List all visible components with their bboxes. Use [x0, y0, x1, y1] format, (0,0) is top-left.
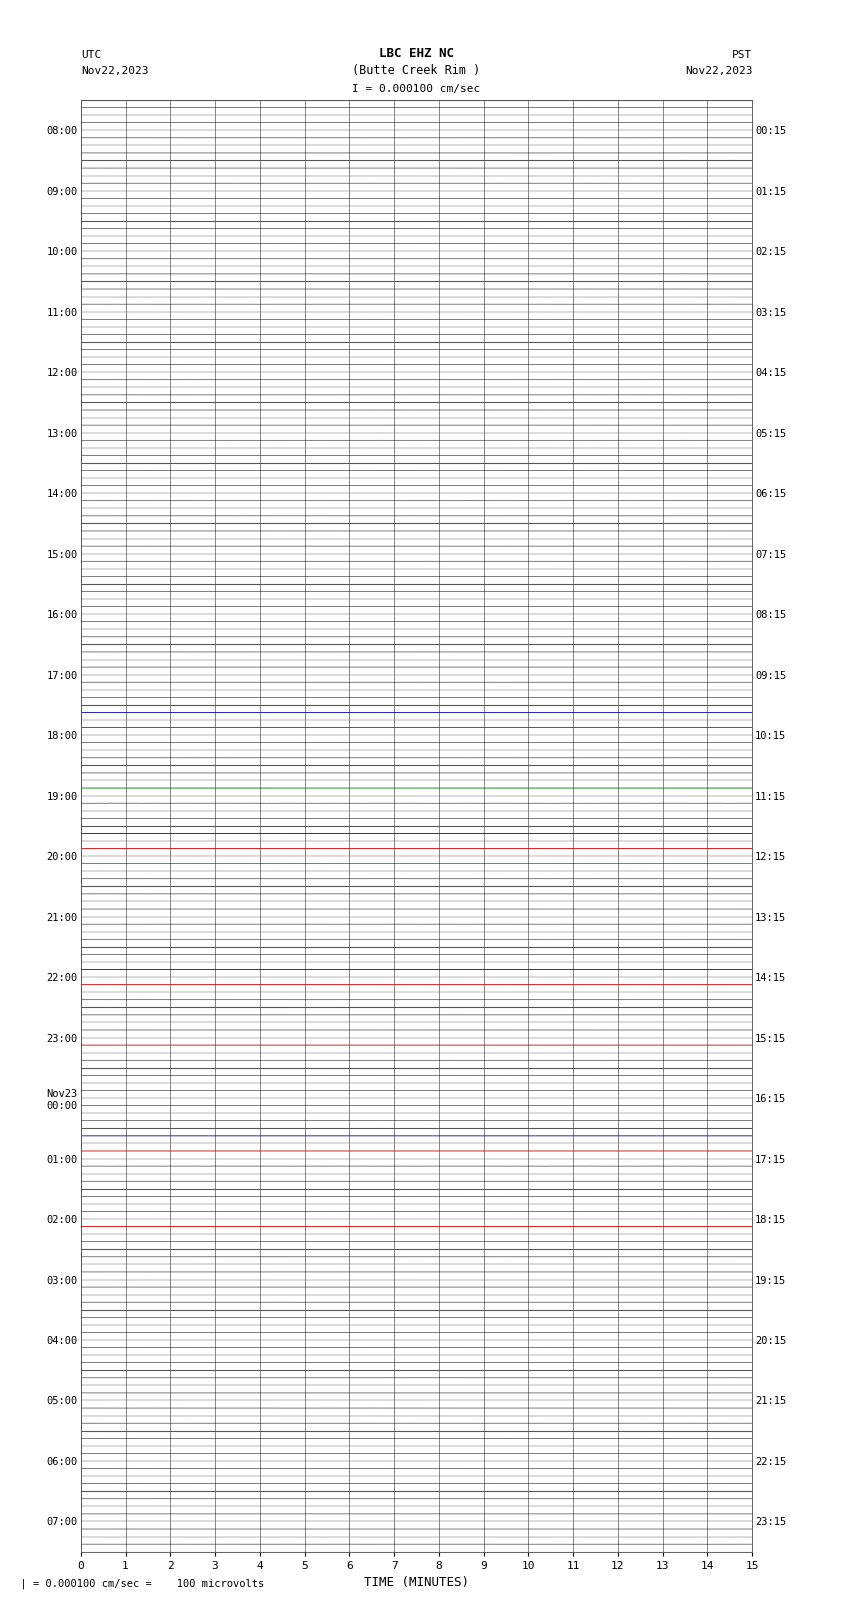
Text: (Butte Creek Rim ): (Butte Creek Rim ) [353, 65, 480, 77]
X-axis label: TIME (MINUTES): TIME (MINUTES) [364, 1576, 469, 1589]
Text: PST: PST [732, 50, 752, 60]
Text: UTC: UTC [81, 50, 101, 60]
Text: Nov22,2023: Nov22,2023 [81, 66, 148, 76]
Text: LBC EHZ NC: LBC EHZ NC [379, 47, 454, 60]
Text: Nov22,2023: Nov22,2023 [685, 66, 752, 76]
Text: | = 0.000100 cm/sec =    100 microvolts: | = 0.000100 cm/sec = 100 microvolts [8, 1579, 264, 1589]
Text: I = 0.000100 cm/sec: I = 0.000100 cm/sec [353, 84, 480, 94]
